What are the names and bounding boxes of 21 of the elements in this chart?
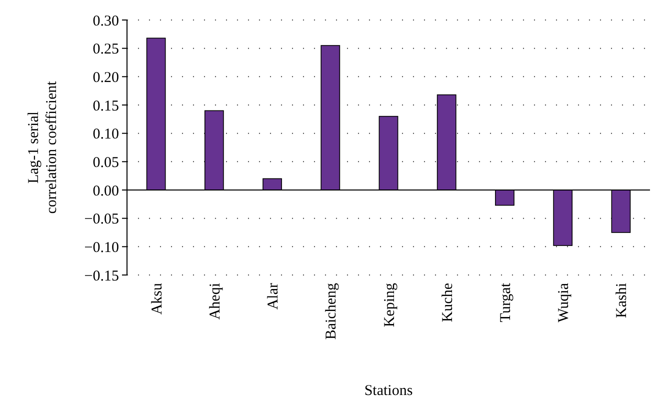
x-tick-label: Wuqia [556,282,572,322]
y-tick-label: 0.20 [92,70,119,86]
x-tick-label: Kuche [440,282,456,322]
y-axis-title: Lag-1 serial correlation coefficient [26,80,60,214]
y-tick-label: −0.10 [84,240,119,256]
x-axis-title: Stations [364,383,413,399]
y-tick-label: −0.05 [84,212,119,228]
y-tick-label: 0.10 [92,126,119,143]
x-tick-label: Alar [266,283,282,310]
y-tick-label: 0.00 [92,183,119,200]
y-tick-label: 0.05 [92,154,119,171]
y-tick-label: 0.25 [92,42,119,58]
x-tick-label: Kashi [614,283,630,318]
x-tick-label: Aheqi [207,283,224,320]
x-tick-label: Turgat [498,282,514,322]
y-tick-label: 0.30 [92,13,119,30]
x-tick-label: Keping [382,282,398,328]
x-tick-label: Baicheng [324,282,340,340]
y-tick-label: −0.15 [84,268,119,284]
x-tick-label: Aksu [149,282,166,315]
y-tick-label: 0.15 [92,98,119,114]
